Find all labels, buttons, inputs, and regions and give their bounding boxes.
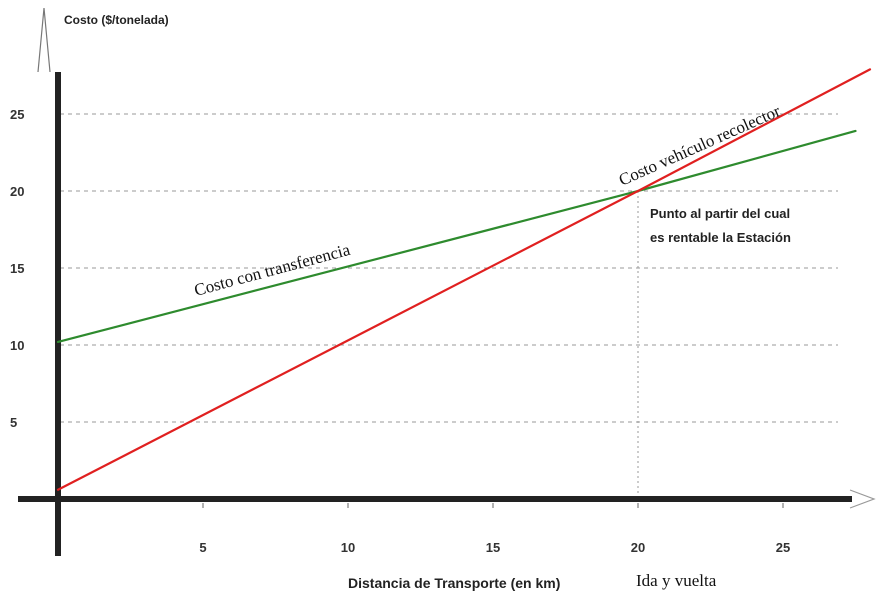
x-axis-arrow: [849, 489, 876, 509]
x-tick-label: 25: [776, 540, 790, 555]
x-tick-label: 5: [199, 540, 206, 555]
series-line-1: [56, 68, 872, 491]
breakeven-annotation-line2: es rentable la Estación: [650, 230, 791, 245]
x-tick-label: 15: [486, 540, 500, 555]
y-tick-label: 15: [10, 261, 24, 276]
y-tick-labels: 5 10 15 20 25: [10, 107, 24, 430]
series-lines: [56, 68, 872, 491]
y-tick-label: 10: [10, 338, 24, 353]
x-axis-title: Distancia de Transporte (en km): [348, 575, 560, 591]
y-axis-title: Costo ($/tonelada): [64, 13, 169, 27]
axes: [18, 7, 876, 556]
x-tick-label: 10: [341, 540, 355, 555]
y-tick-label: 25: [10, 107, 24, 122]
breakeven-annotation-line1: Punto al partir del cual: [650, 206, 790, 221]
y-tick-label: 5: [10, 415, 17, 430]
grid-lines: [60, 113, 838, 499]
y-tick-label: 20: [10, 184, 24, 199]
x-tick-labels: 5 10 15 20 25: [199, 540, 790, 555]
x-tick-label: 20: [631, 540, 645, 555]
x-axis-title-extra: Ida y vuelta: [636, 571, 717, 590]
series-label-recolector: Costo vehículo recolector: [616, 101, 784, 190]
y-axis-arrow: [37, 7, 51, 73]
series-label-transferencia: Costo con transferencia: [192, 240, 352, 300]
